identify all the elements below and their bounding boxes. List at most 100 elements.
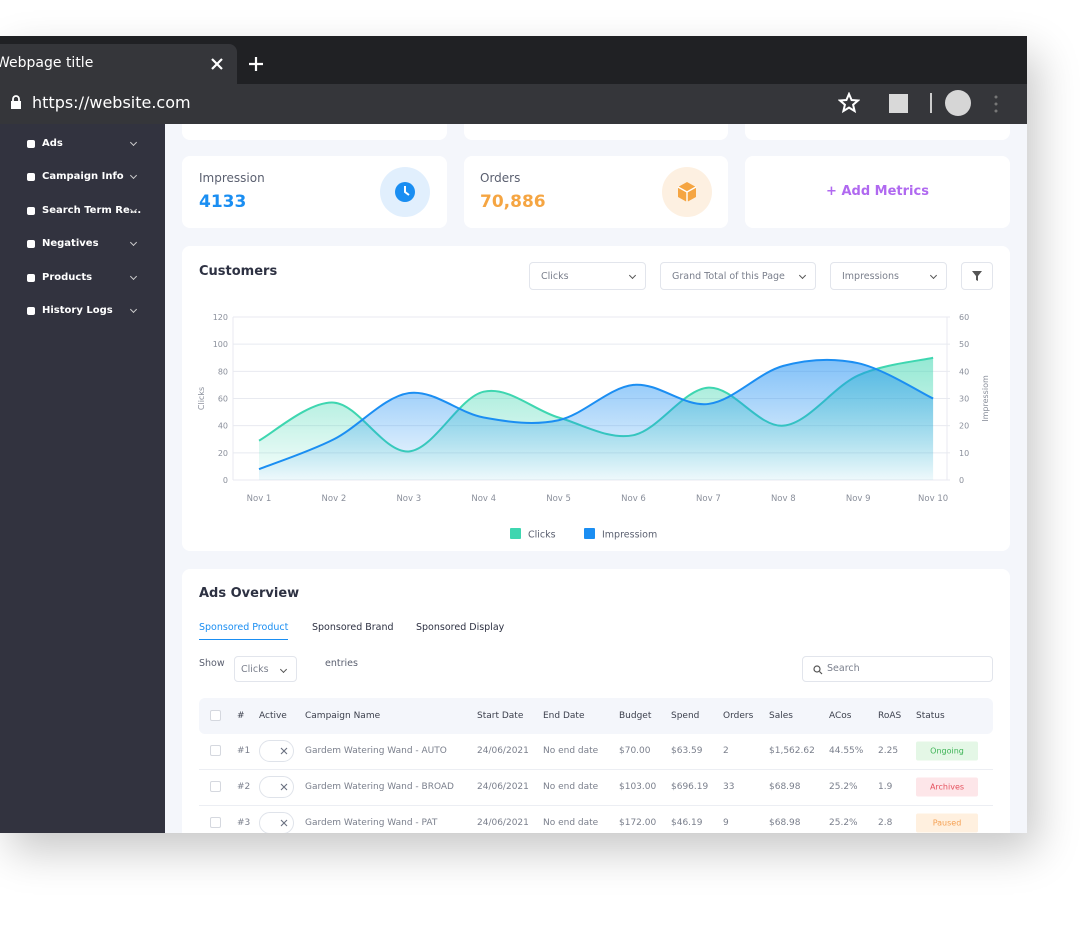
close-tab-icon[interactable] [210,57,224,71]
sidebar-item[interactable]: Negatives [0,235,165,255]
column-header: Status [916,711,945,721]
tab[interactable]: Sponsored Product [199,622,289,640]
active-toggle[interactable] [259,812,294,833]
y-tick-label: 80 [218,367,228,376]
table-cell: 2.8 [878,818,893,828]
bookmark-icon[interactable] [838,92,860,114]
checkbox[interactable] [210,781,221,792]
tab[interactable]: Sponsored Brand [312,622,394,633]
y-tick-label: 20 [218,449,228,458]
sidebar-item[interactable]: Campaign Info [0,168,165,188]
add-metrics-card[interactable]: + Add Metrics [745,156,1010,228]
y2-tick-label: 50 [959,340,969,349]
filter-select[interactable]: Impressions [830,262,947,290]
sidebar-icon [27,307,35,315]
card [182,124,447,140]
x-tick-label: Nov 5 [546,494,571,504]
separator [930,93,932,113]
y2-tick-label: 40 [959,367,969,376]
table-cell: $63.59 [671,746,703,756]
checkbox[interactable] [210,817,221,828]
table-cell: 44.55% [829,746,864,756]
sidebar-item[interactable]: History Logs [0,302,165,322]
chevron [129,272,138,280]
filter-select[interactable]: Grand Total of this Page [660,262,816,290]
y-tick-label: 60 [218,395,228,404]
box-icon [662,167,712,217]
add-metrics-button[interactable]: + Add Metrics [826,184,929,199]
column-header: Budget [619,711,652,721]
column-header: Start Date [477,711,524,721]
y-tick-label: 0 [223,476,228,485]
active-toggle[interactable] [259,776,294,798]
sidebar-label: Campaign Info [42,171,124,183]
browser-tabbar: Webpage title [0,36,1027,84]
chart: 0 20 40 60 80 100 120 0 10 20 30 40 50 60 Clicks Impres… [197,313,990,541]
legend-swatch [510,528,521,539]
avatar[interactable] [945,90,971,116]
table-cell: No end date [543,818,599,828]
extension-icon[interactable] [889,94,908,113]
x-tick-label: Nov 4 [471,494,496,504]
y2-axis-title: Impressiom [981,375,990,422]
table-cell: 2 [723,746,729,756]
x-mark [280,747,288,755]
status-badge: Archives [916,777,978,797]
column-header: End Date [543,711,585,721]
status-badge: Paused [916,813,978,833]
sidebar-item[interactable]: Products [0,269,165,289]
new-tab-icon[interactable] [248,56,264,72]
status-badge: Ongoing [916,741,978,761]
column-header: Spend [671,711,700,721]
filter-button[interactable] [961,262,993,290]
metric-label: Impression [199,171,265,185]
legend-label: Clicks [528,530,556,541]
y2-tick-label: 60 [959,313,969,322]
sidebar-label: Products [42,271,93,283]
x-tick-label: Nov 1 [247,494,272,504]
metric-value: 70,886 [480,192,546,212]
filter-select[interactable]: Clicks [529,262,646,290]
tab-title: Webpage title [0,55,94,71]
chevron [129,305,138,314]
table-cell: Gardem Watering Wand - AUTO [305,746,447,756]
table-cell: $70.00 [619,746,651,756]
sidebar-item[interactable]: Ads [0,135,165,155]
checkbox[interactable] [210,745,221,756]
tab[interactable]: Sponsored Display [416,622,505,633]
search-icon [813,665,823,675]
y2-tick-label: 30 [959,395,969,404]
x-mark [280,783,288,791]
toggle-icon [280,819,288,827]
menu-icon[interactable] [993,94,999,114]
search-input[interactable]: Search [802,656,993,682]
url[interactable]: https://website.com [32,93,191,112]
x-tick-label: Nov 7 [696,494,721,504]
column-header: Orders [723,711,754,721]
checkbox[interactable] [210,710,221,721]
table-cell: $46.19 [671,818,703,828]
sidebar-item[interactable]: Search Term Re... [0,202,165,222]
entries-select[interactable]: Clicks [234,656,297,682]
table-cell: 24/06/2021 [477,818,529,828]
x-mark [280,819,288,827]
table-cell: 24/06/2021 [477,782,529,792]
chart-title: Customers [199,264,278,279]
entries-label: entries [325,658,358,669]
sidebar-label: Search Term Re... [42,204,142,216]
table-cell: 25.2% [829,782,858,792]
show-label: Show [199,658,225,669]
table-cell: Gardem Watering Wand - PAT [305,818,438,828]
y-tick-label: 40 [218,422,228,431]
active-toggle[interactable] [259,740,294,762]
y-axis-title: Clicks [197,387,206,410]
sidebar-icon [27,206,35,215]
x-tick-label: Nov 8 [771,494,796,504]
y-tick-label: 100 [213,340,228,349]
y2-tick-label: 20 [959,422,969,431]
toggle-icon [280,783,288,791]
table-cell: 33 [723,782,735,792]
browser-tab[interactable]: Webpage title [0,44,237,84]
chevron [129,138,138,147]
column-header: Sales [769,711,793,721]
